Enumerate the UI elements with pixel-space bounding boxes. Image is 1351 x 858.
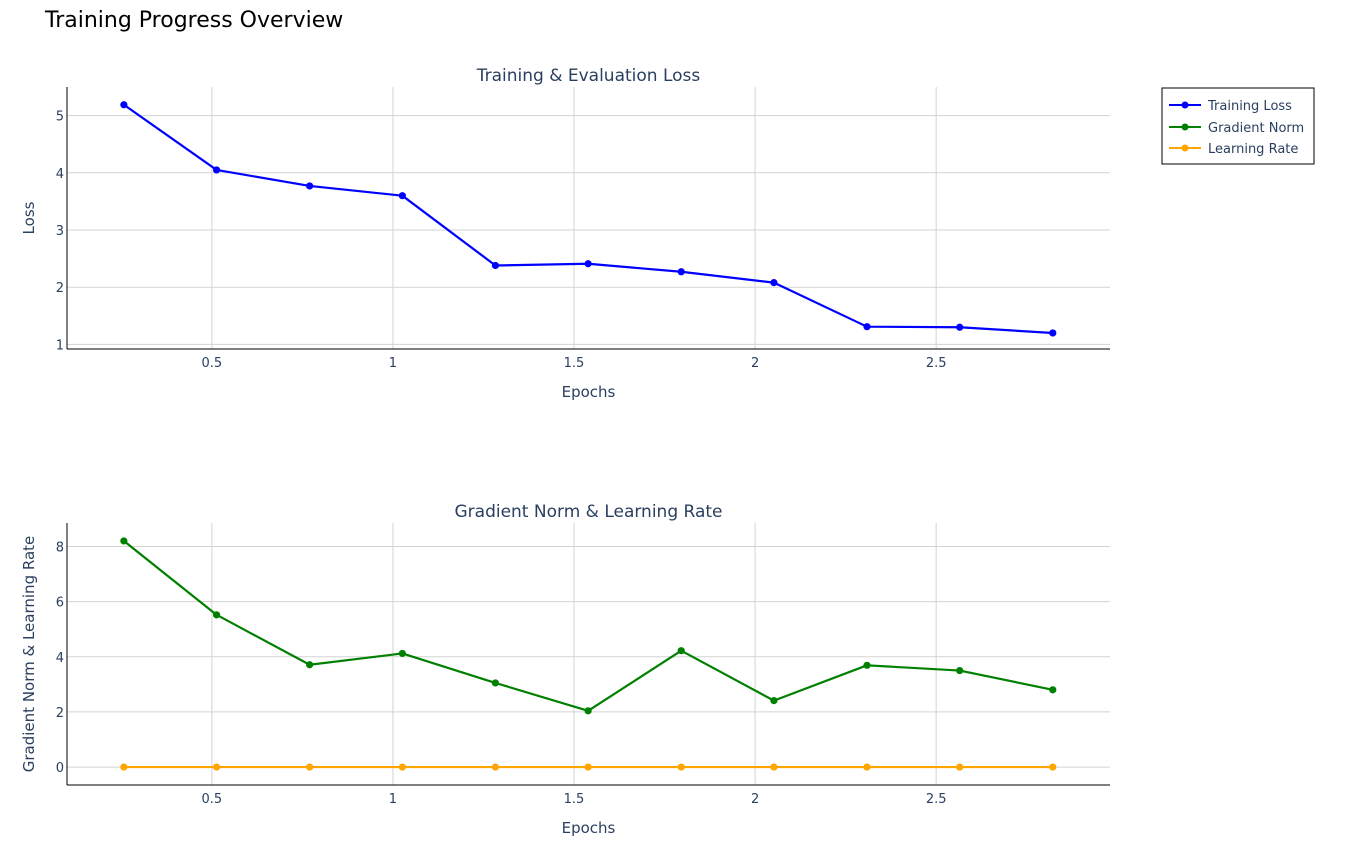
- data-point-learning-rate[interactable]: [212, 763, 221, 771]
- subplot-title: Gradient Norm & Learning Rate: [454, 502, 722, 522]
- data-point-learning-rate[interactable]: [863, 763, 871, 771]
- gradnorm-lr-subplot: 0.5 1 1.5 2 2.5 0 2 4 6 8 Gradient Norm & Learning…: [20, 502, 1110, 837]
- x-axis-title: Epochs: [562, 819, 616, 837]
- data-point-training-loss[interactable]: [120, 101, 128, 109]
- data-point-training-loss[interactable]: [212, 166, 221, 174]
- data-point-learning-rate[interactable]: [1049, 763, 1057, 771]
- data-point-training-loss[interactable]: [306, 182, 314, 190]
- loss-subplot: 0.5 1 1.5 2 2.5 1 2 3 4 5 Training & Evaluation Lo…: [20, 66, 1110, 401]
- data-point-gradient-norm[interactable]: [863, 661, 871, 669]
- series-line-gradient-norm: [123, 540, 1054, 712]
- y-tick-label: 8: [56, 540, 64, 555]
- data-point-gradient-norm[interactable]: [677, 647, 685, 655]
- legend-label: Gradient Norm: [1208, 121, 1304, 136]
- data-point-learning-rate[interactable]: [770, 763, 778, 771]
- data-point-learning-rate[interactable]: [398, 763, 406, 771]
- y-tick-label: 2: [56, 281, 64, 296]
- y-tick-label: 2: [56, 706, 64, 721]
- data-point-gradient-norm[interactable]: [1049, 686, 1057, 694]
- legend[interactable]: Training Loss Gradient Norm Learning Rat…: [1161, 87, 1315, 165]
- series-line-training-loss: [123, 103, 1053, 335]
- data-point-gradient-norm[interactable]: [770, 697, 778, 705]
- y-tick-label: 0: [56, 761, 64, 776]
- x-tick-label: 1.5: [564, 356, 585, 371]
- x-tick-label: 2: [751, 792, 759, 807]
- data-point-learning-rate[interactable]: [491, 763, 500, 771]
- data-point-training-loss[interactable]: [770, 279, 778, 287]
- legend-marker-icon: [1181, 101, 1189, 109]
- data-point-training-loss[interactable]: [1049, 329, 1057, 337]
- legend-item-gradient-norm[interactable]: Gradient Norm: [1169, 121, 1304, 136]
- data-point-gradient-norm[interactable]: [306, 661, 314, 669]
- y-tick-label: 4: [56, 167, 64, 182]
- x-axis-title: Epochs: [562, 383, 616, 401]
- legend-marker-icon: [1181, 123, 1189, 131]
- data-point-training-loss[interactable]: [491, 261, 500, 270]
- data-point-learning-rate[interactable]: [584, 763, 592, 771]
- x-tick-label: 1.5: [564, 792, 585, 807]
- x-tick-label: 2.5: [926, 792, 947, 807]
- y-tick-label: 3: [56, 224, 64, 239]
- y-axis-title: Loss: [20, 201, 38, 234]
- legend-item-training-loss[interactable]: Training Loss: [1169, 99, 1292, 114]
- legend-label: Learning Rate: [1208, 142, 1298, 157]
- data-point-learning-rate[interactable]: [677, 763, 685, 771]
- data-point-gradient-norm[interactable]: [398, 649, 406, 658]
- y-tick-label: 6: [56, 596, 64, 611]
- legend-label: Training Loss: [1207, 99, 1292, 114]
- data-point-learning-rate[interactable]: [120, 763, 128, 771]
- data-point-training-loss[interactable]: [584, 260, 592, 268]
- subplot-title: Training & Evaluation Loss: [476, 66, 701, 86]
- legend-item-learning-rate[interactable]: Learning Rate: [1169, 142, 1298, 157]
- data-point-training-loss[interactable]: [863, 323, 871, 331]
- x-tick-label: 1: [389, 792, 397, 807]
- y-tick-label: 5: [56, 110, 64, 125]
- data-point-learning-rate[interactable]: [306, 763, 314, 771]
- data-point-gradient-norm[interactable]: [491, 679, 500, 687]
- data-point-gradient-norm[interactable]: [956, 666, 964, 675]
- data-point-training-loss[interactable]: [677, 268, 685, 276]
- data-point-gradient-norm[interactable]: [212, 611, 221, 619]
- y-axis-title: Gradient Norm & Learning Rate: [20, 536, 38, 772]
- data-point-training-loss[interactable]: [956, 323, 964, 331]
- data-point-gradient-norm[interactable]: [120, 537, 128, 545]
- x-tick-label: 0.5: [202, 356, 223, 371]
- page-title: Training Progress Overview: [45, 8, 344, 33]
- x-tick-label: 2: [751, 356, 759, 371]
- y-tick-label: 1: [56, 338, 64, 353]
- y-tick-label: 4: [56, 651, 64, 666]
- x-tick-label: 0.5: [202, 792, 223, 807]
- data-point-gradient-norm[interactable]: [584, 707, 592, 715]
- data-point-training-loss[interactable]: [398, 192, 406, 200]
- x-tick-label: 1: [389, 356, 397, 371]
- x-tick-label: 2.5: [926, 356, 947, 371]
- data-point-learning-rate[interactable]: [956, 763, 964, 771]
- legend-marker-icon: [1181, 144, 1189, 152]
